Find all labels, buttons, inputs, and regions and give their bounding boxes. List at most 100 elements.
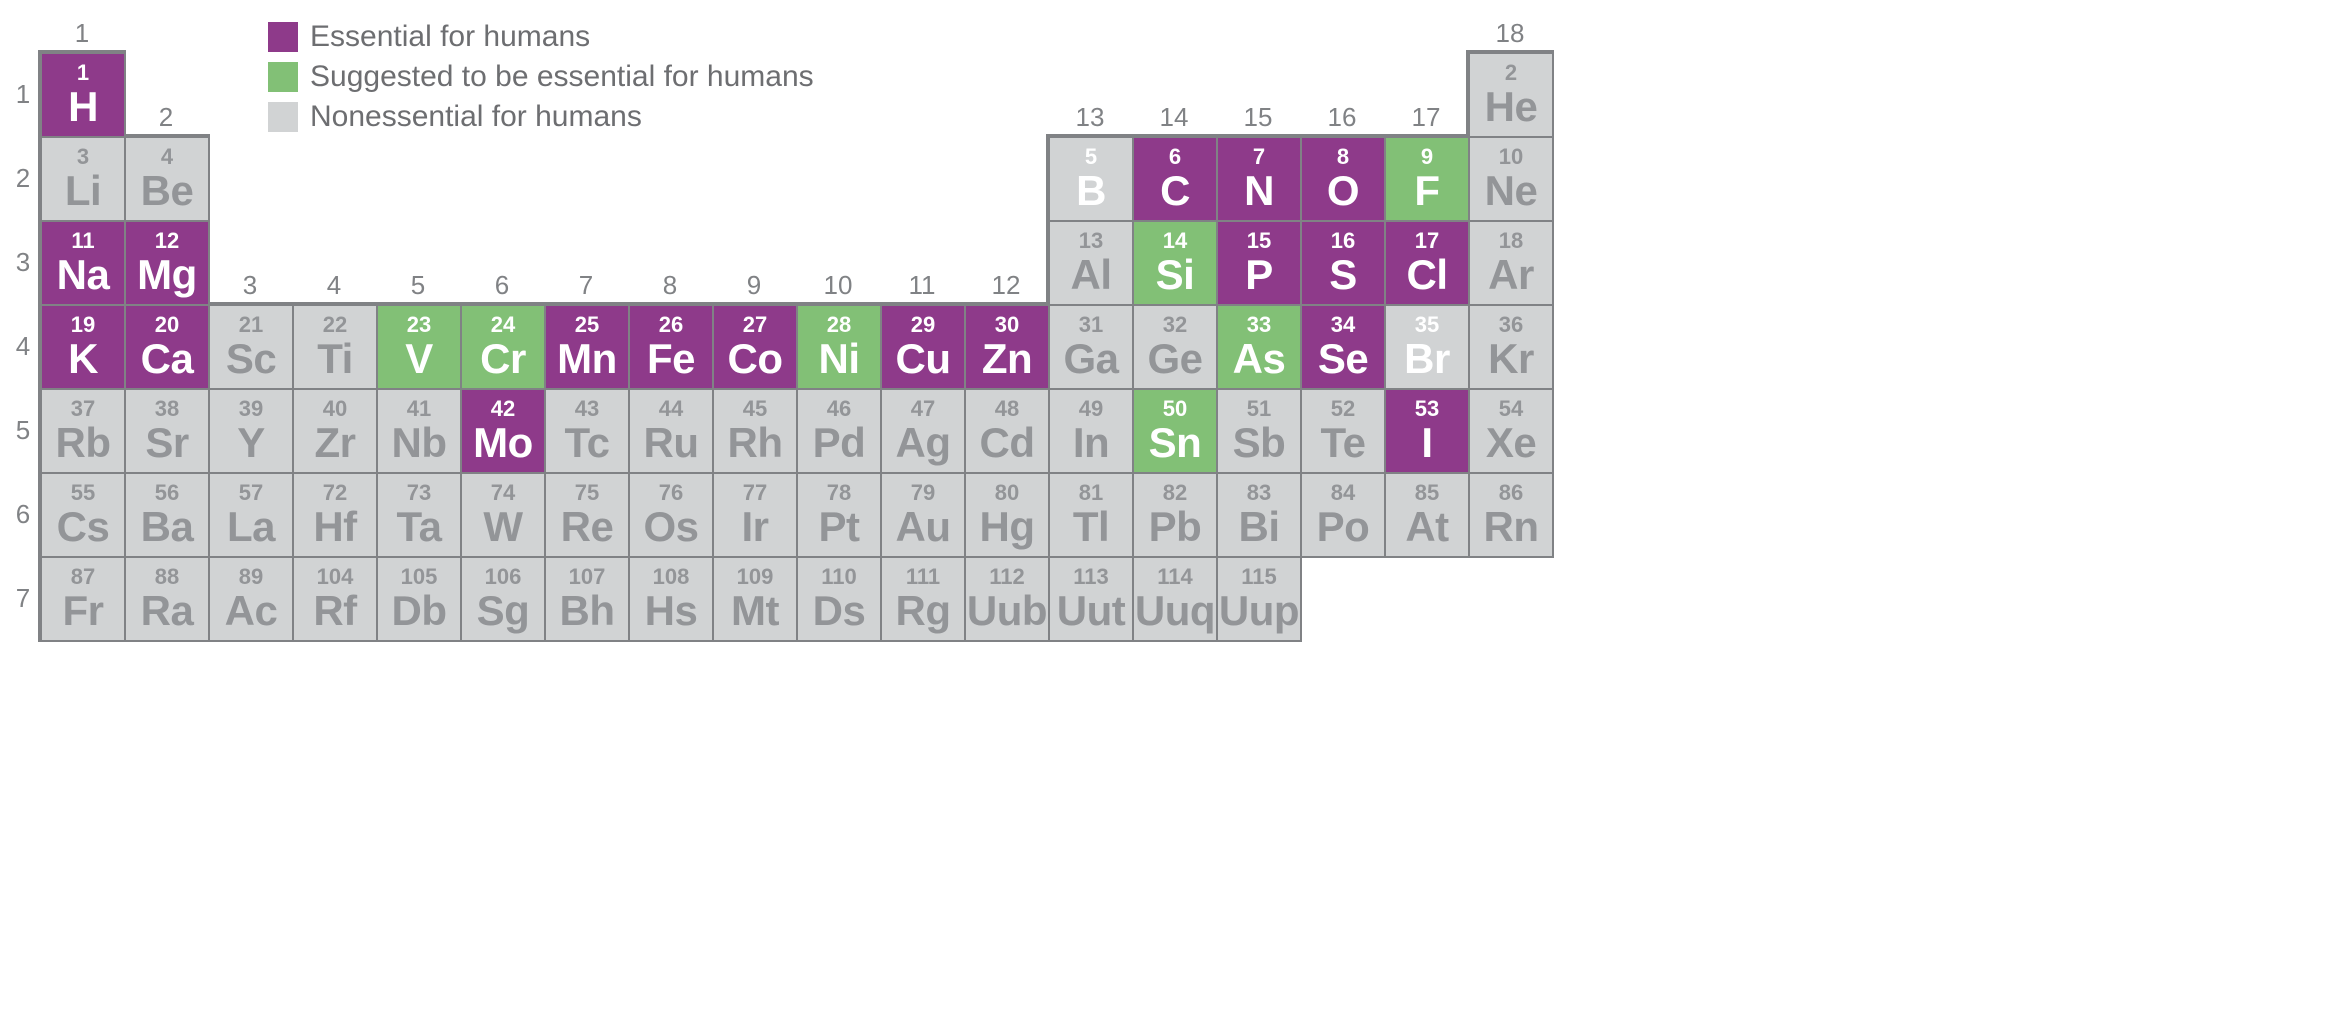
element-symbol: Mn [557,338,617,380]
element-sg: 106Sg [462,558,544,640]
atomic-number: 114 [1157,566,1193,588]
element-ca: 20Ca [126,306,208,388]
atomic-number: 115 [1241,566,1277,588]
element-symbol: Li [65,170,101,212]
element-y: 39Y [210,390,292,472]
element-ge: 32Ge [1134,306,1216,388]
element-ni: 28Ni [798,306,880,388]
element-symbol: Ds [813,590,866,632]
element-symbol: Zn [982,338,1032,380]
legend-item-essential: Essential for humans [268,20,814,54]
element-rb: 37Rb [42,390,124,472]
atomic-number: 88 [155,566,179,588]
element-p: 15P [1218,222,1300,304]
element-symbol: Uuq [1135,590,1215,632]
element-symbol: Uut [1057,590,1125,632]
element-symbol: C [1160,170,1190,212]
atomic-number: 18 [1499,230,1523,252]
element-symbol: Ni [819,338,860,380]
period-row-7: 787Fr88Ra89Ac104Rf105Db106Sg107Bh108Hs10… [6,556,2322,640]
element-symbol: Mt [731,590,779,632]
element-h: 1H [42,54,124,136]
atomic-number: 29 [911,314,935,336]
element-symbol: Hg [980,506,1035,548]
atomic-number: 9 [1421,146,1433,168]
atomic-number: 8 [1337,146,1349,168]
legend-label: Essential for humans [310,20,590,54]
atomic-number: 73 [407,482,431,504]
element-rg: 111Rg [882,558,964,640]
element-symbol: Mo [473,422,533,464]
element-uuq: 114Uuq [1134,558,1216,640]
element-symbol: Fe [647,338,695,380]
atomic-number: 12 [155,230,179,252]
atomic-number: 32 [1163,314,1187,336]
element-symbol: Rn [1484,506,1539,548]
element-ag: 47Ag [882,390,964,472]
element-symbol: Sg [477,590,530,632]
element-symbol: Xe [1486,422,1536,464]
element-symbol: Rg [896,590,951,632]
element-symbol: He [1485,86,1538,128]
atomic-number: 82 [1163,482,1187,504]
element-v: 23V [378,306,460,388]
element-cd: 48Cd [966,390,1048,472]
atomic-number: 27 [743,314,767,336]
atomic-number: 50 [1163,398,1187,420]
atomic-number: 84 [1331,482,1355,504]
element-f: 9F [1386,138,1468,220]
legend-item-nonessential: Nonessential for humans [268,100,814,134]
atomic-number: 72 [323,482,347,504]
element-ds: 110Ds [798,558,880,640]
element-symbol: Pb [1149,506,1202,548]
atomic-number: 104 [317,566,354,588]
group-label-6: 6 [460,272,544,304]
element-bi: 83Bi [1218,474,1300,556]
element-symbol: Bi [1239,506,1280,548]
element-fe: 26Fe [630,306,712,388]
atomic-number: 22 [323,314,347,336]
element-symbol: N [1244,170,1274,212]
period-row-6: 655Cs56Ba57La72Hf73Ta74W75Re76Os77Ir78Pt… [6,472,2322,556]
element-sn: 50Sn [1134,390,1216,472]
atomic-number: 35 [1415,314,1439,336]
legend: Essential for humans Suggested to be esse… [268,20,814,134]
element-symbol: Rh [728,422,783,464]
atomic-number: 23 [407,314,431,336]
element-symbol: Hs [645,590,698,632]
atomic-number: 109 [737,566,774,588]
period-row-5: 537Rb38Sr39Y40Zr41Nb42Mo43Tc44Ru45Rh46Pd… [6,388,2322,472]
atomic-number: 5 [1085,146,1097,168]
element-li: 3Li [42,138,124,220]
element-au: 79Au [882,474,964,556]
period-label-1: 1 [6,52,40,136]
atomic-number: 30 [995,314,1019,336]
element-symbol: La [227,506,275,548]
element-symbol: Sb [1233,422,1286,464]
element-symbol: Ar [1488,254,1534,296]
atomic-number: 42 [491,398,515,420]
element-tl: 81Tl [1050,474,1132,556]
period-label-2: 2 [6,136,40,220]
atomic-number: 7 [1253,146,1265,168]
atomic-number: 113 [1073,566,1109,588]
element-cu: 29Cu [882,306,964,388]
legend-label: Suggested to be essential for humans [310,60,814,94]
element-symbol: Cu [896,338,951,380]
element-symbol: Na [57,254,110,296]
table-area: 11811H2He23Li4Be5B6C7N8O9F10Ne311Na12Mg1… [6,12,2322,640]
element-symbol: Ba [141,506,194,548]
period-label-6: 6 [6,472,40,556]
element-ba: 56Ba [126,474,208,556]
element-uut: 113Uut [1050,558,1132,640]
element-ac: 89Ac [210,558,292,640]
grid-rows: 11H2He23Li4Be5B6C7N8O9F10Ne311Na12Mg13Al… [6,52,2322,640]
element-xe: 54Xe [1470,390,1552,472]
element-symbol: Tl [1073,506,1109,548]
element-symbol: V [405,338,433,380]
atomic-number: 52 [1331,398,1355,420]
element-pb: 82Pb [1134,474,1216,556]
atomic-number: 34 [1331,314,1355,336]
element-b: 5B [1050,138,1132,220]
period-row-2: 23Li4Be5B6C7N8O9F10Ne [6,136,2322,220]
